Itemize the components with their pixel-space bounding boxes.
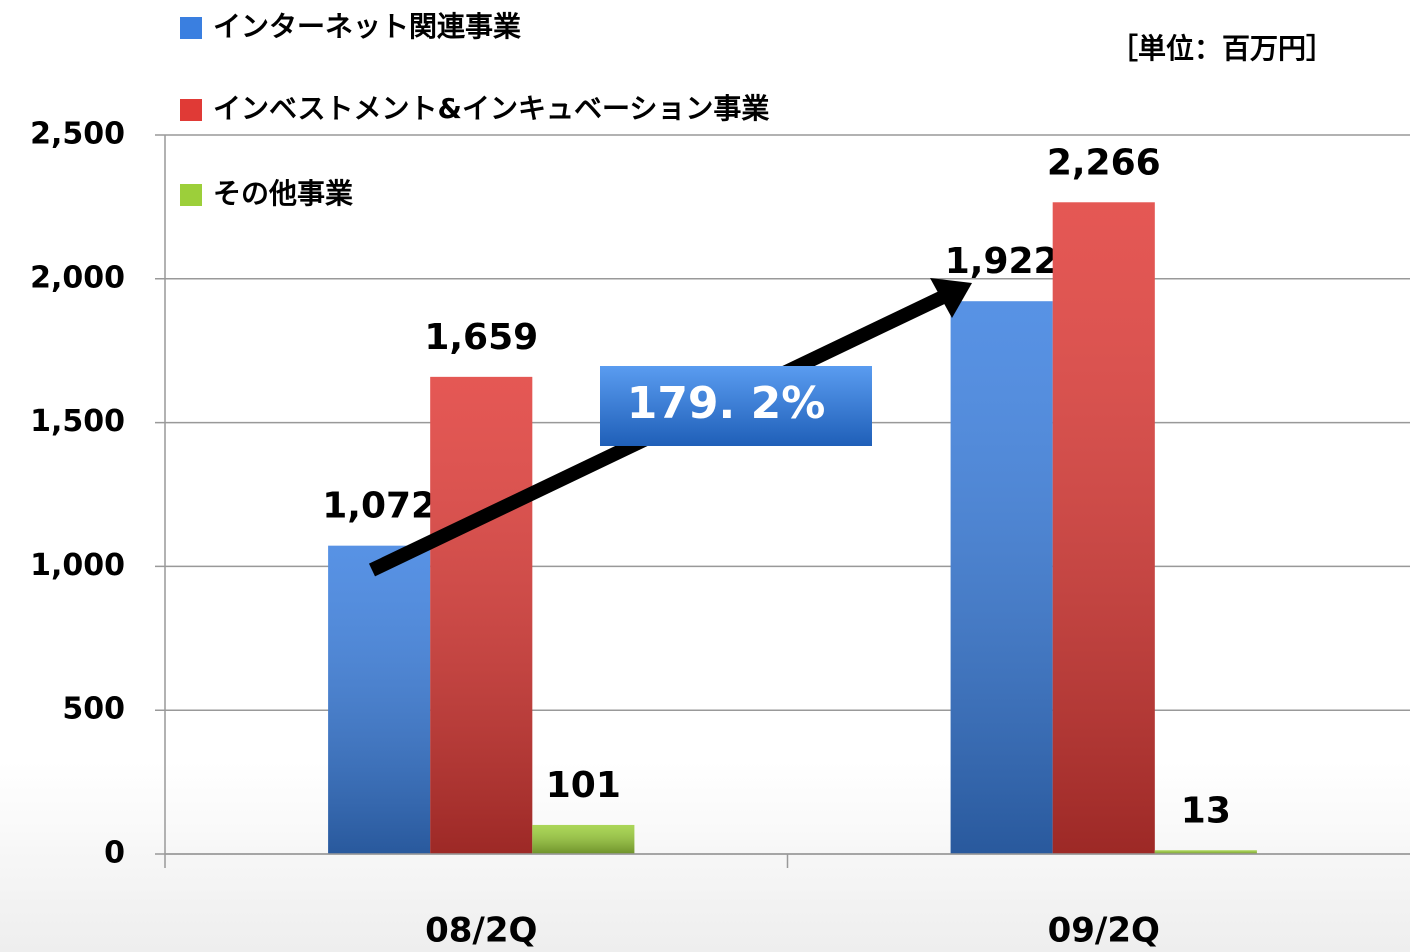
value-label: 1,072 bbox=[322, 486, 436, 527]
value-label: 1,659 bbox=[424, 317, 538, 358]
y-tick-label: 1,000 bbox=[30, 548, 125, 583]
legend-label: その他事業 bbox=[213, 177, 353, 210]
legend-label: インベストメント&インキュベーション事業 bbox=[213, 92, 769, 125]
bar-shade bbox=[328, 545, 431, 854]
bar-shade bbox=[1052, 202, 1155, 854]
x-tick-label: 09/2Q bbox=[1048, 911, 1160, 951]
y-tick-label: 0 bbox=[104, 836, 125, 871]
value-label: 13 bbox=[1181, 790, 1231, 831]
y-tick-label: 500 bbox=[62, 692, 125, 727]
legend-swatch bbox=[180, 17, 202, 39]
value-label: 2,266 bbox=[1047, 142, 1161, 183]
bar-shade bbox=[532, 824, 635, 854]
plot: 0 500 1,000 1,500 2,000 2,500 08/2Q 1,072 1,659 1… bbox=[30, 117, 1410, 951]
annotation-layer: 179. 2% bbox=[368, 278, 972, 577]
bar-shade bbox=[430, 376, 533, 854]
unit-label: ［単位：百万円］ bbox=[1110, 32, 1334, 65]
legend-swatch bbox=[180, 184, 202, 206]
annotation: 179. 2% bbox=[627, 378, 826, 429]
legend-label: インターネット関連事業 bbox=[213, 10, 521, 43]
legend-swatch bbox=[180, 99, 202, 121]
value-label: 1,922 bbox=[945, 241, 1059, 282]
y-tick-label: 2,500 bbox=[30, 117, 125, 152]
annotation-box bbox=[600, 366, 872, 446]
y-tick-label: 2,000 bbox=[30, 260, 125, 295]
bar-shade bbox=[950, 301, 1053, 854]
bar-shade bbox=[1154, 850, 1257, 854]
y-tick-label: 1,500 bbox=[30, 404, 125, 439]
value-label: 101 bbox=[546, 765, 621, 806]
x-tick-label: 08/2Q bbox=[425, 911, 537, 951]
arrow-head bbox=[930, 278, 972, 318]
